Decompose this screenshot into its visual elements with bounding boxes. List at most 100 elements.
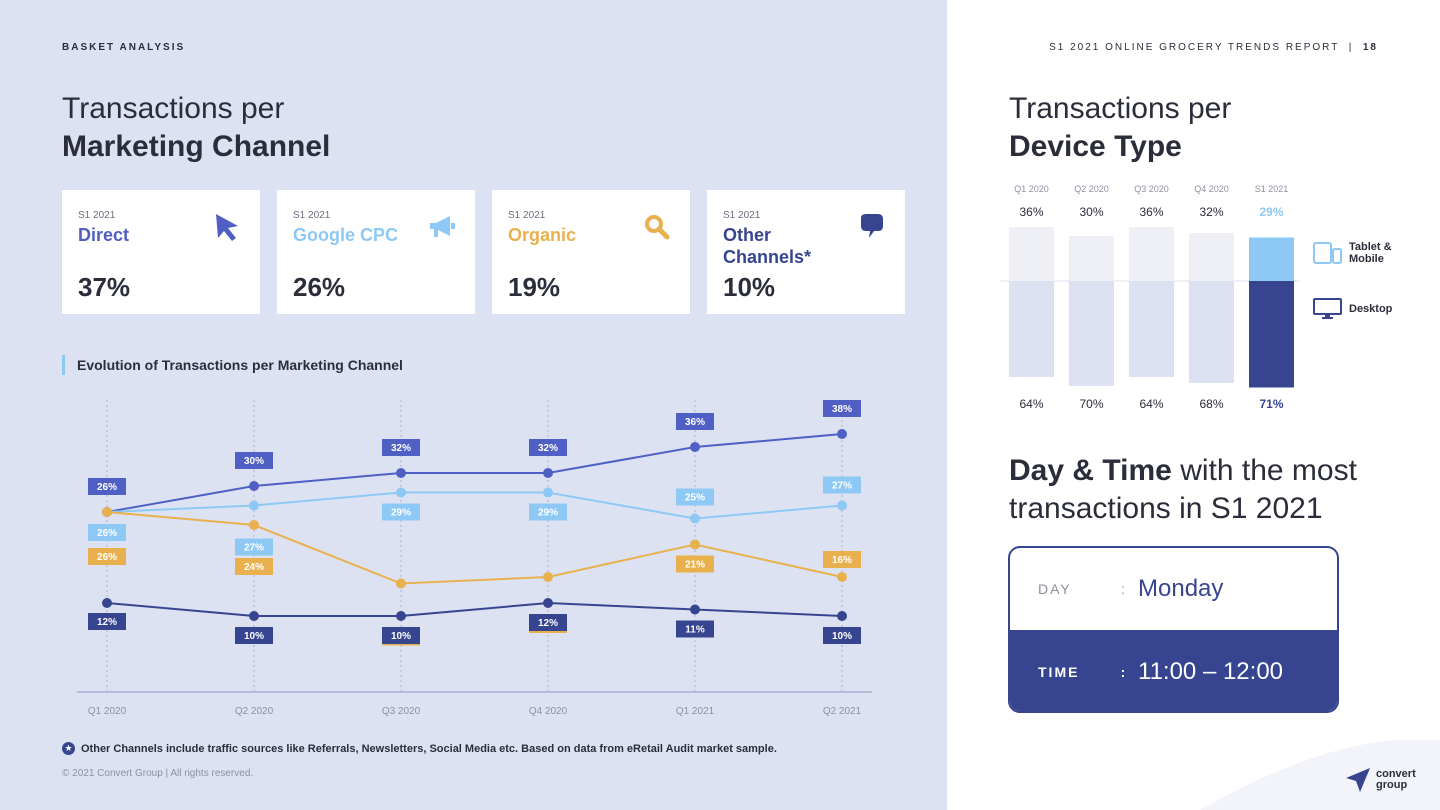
- data-point: [837, 572, 847, 582]
- data-label-box: [88, 613, 126, 630]
- data-label-box: [235, 627, 273, 644]
- bar-segment-tablet-mobile: [1069, 236, 1114, 281]
- data-label-box: [88, 548, 126, 565]
- bar-category-label: Q3 2020: [1134, 184, 1169, 194]
- data-label-box: [823, 627, 861, 644]
- data-label-box: [235, 452, 273, 469]
- bar-segment-tablet-mobile: [1249, 237, 1294, 281]
- day-value: Monday: [1138, 575, 1224, 602]
- card-value: 19%: [508, 272, 561, 302]
- bar-bottom-value: 70%: [1079, 397, 1103, 411]
- bar-segment-tablet-mobile: [1189, 233, 1234, 281]
- data-label: 10%: [832, 631, 852, 642]
- day-colon: :: [1121, 581, 1125, 597]
- time-row: TIME : 11:00 – 12:00: [1010, 630, 1337, 711]
- card-period: S1 2021: [293, 210, 331, 221]
- bar-segment-desktop: [1189, 281, 1234, 383]
- data-label: 30%: [244, 456, 264, 467]
- bar-category-label: S1 2021: [1255, 184, 1289, 194]
- time-label: TIME: [1038, 663, 1080, 680]
- data-label: 27%: [244, 543, 264, 554]
- data-label: 32%: [538, 443, 558, 454]
- logo-line1: convert: [1376, 768, 1416, 780]
- page-number: 18: [1362, 42, 1378, 53]
- x-tick-label: Q4 2020: [529, 706, 568, 717]
- data-label: 24%: [244, 562, 264, 573]
- bar-top-value: 36%: [1019, 205, 1043, 219]
- bar-segment-desktop: [1009, 281, 1054, 377]
- paper-plane-icon: [1346, 768, 1370, 792]
- data-label: 29%: [391, 508, 411, 519]
- title-light: Transactions per: [1009, 92, 1232, 125]
- title-bold: Device Type: [1009, 130, 1182, 163]
- footnote-text: Other Channels include traffic sources l…: [81, 742, 777, 755]
- megaphone-icon: [430, 216, 455, 237]
- star-icon: ★: [62, 742, 75, 755]
- data-label-box: [676, 488, 714, 506]
- data-label-box: [88, 478, 126, 495]
- data-label-box: [823, 476, 861, 494]
- report-header: S1 2021 ONLINE GROCERY TRENDS REPORT | 1…: [1049, 42, 1378, 53]
- bar-top-value: 32%: [1199, 205, 1223, 219]
- legend-label: Tablet & Mobile: [1349, 241, 1392, 265]
- data-point: [543, 468, 553, 478]
- data-label-box: [88, 524, 126, 541]
- data-label: 25%: [685, 493, 705, 504]
- day-time-title-line2: transactions in S1 2021: [1009, 492, 1323, 525]
- data-label-box: [676, 555, 714, 573]
- data-label: 26%: [97, 528, 117, 539]
- legend-label: Desktop: [1349, 303, 1393, 315]
- corner-decoration: [1200, 740, 1440, 810]
- device-bar-chart: Q1 2020 36% 64% Q2 2020 30% 70% Q3 2020 36% 64% Q…: [1000, 184, 1300, 411]
- x-tick-label: Q3 2020: [382, 706, 421, 717]
- bar-segment-desktop: [1129, 281, 1174, 377]
- series-line-google-cpc: [106, 491, 843, 520]
- series-line-organic: [106, 511, 843, 585]
- cursor-icon: [216, 214, 238, 241]
- bar-top-value: 30%: [1079, 205, 1103, 219]
- legend-desktop: Desktop: [1313, 298, 1392, 320]
- data-point: [396, 468, 406, 478]
- data-label: 32%: [391, 443, 411, 454]
- x-tick-label: Q1 2021: [676, 706, 715, 717]
- data-point: [249, 611, 259, 621]
- bar-category-label: Q4 2020: [1194, 184, 1229, 194]
- marketing-channel-title: Transactions per Marketing Channel: [62, 90, 330, 166]
- time-value: 11:00 – 12:00: [1138, 657, 1284, 685]
- card-name: Other Channels*: [723, 225, 812, 267]
- data-point: [102, 598, 112, 608]
- title-bold: Marketing Channel: [62, 130, 331, 163]
- time-colon: :: [1120, 663, 1126, 680]
- data-point: [837, 500, 847, 511]
- data-point: [543, 487, 553, 498]
- card-name: Google CPC: [293, 225, 399, 245]
- title-light: Transactions per: [62, 92, 285, 125]
- channel-card-organic: S1 2021 Organic 19%: [492, 190, 690, 314]
- chart-title: Evolution of Transactions per Marketing …: [62, 355, 403, 375]
- data-label-box: [676, 413, 714, 430]
- bar-bottom-value: 64%: [1019, 397, 1043, 411]
- data-label-box: [823, 551, 861, 568]
- channel-card-direct: S1 2021 Direct 37%: [62, 190, 260, 314]
- header-separator: |: [1348, 42, 1354, 53]
- bar-top-value: 29%: [1259, 205, 1283, 219]
- data-point: [690, 513, 700, 524]
- data-label: 10%: [244, 631, 264, 642]
- data-label: 36%: [685, 417, 705, 428]
- card-value: 37%: [78, 272, 131, 302]
- bar-top-value: 36%: [1139, 205, 1163, 219]
- data-label: 38%: [832, 404, 852, 415]
- day-time-box: DAY : Monday TIME : 11:00 – 12:00: [1008, 546, 1339, 713]
- data-label: 12%: [538, 618, 558, 629]
- data-point: [690, 539, 700, 550]
- bar-category-label: Q1 2020: [1014, 184, 1049, 194]
- data-label-box: [235, 538, 273, 556]
- data-label-box: [529, 439, 567, 456]
- day-row: DAY : Monday: [1010, 548, 1337, 630]
- data-point: [543, 598, 553, 608]
- series-line-direct: [106, 433, 843, 513]
- data-label: 26%: [97, 552, 117, 563]
- data-label: 12%: [97, 617, 117, 628]
- data-label: 21%: [685, 560, 705, 571]
- data-label-box: [529, 614, 567, 631]
